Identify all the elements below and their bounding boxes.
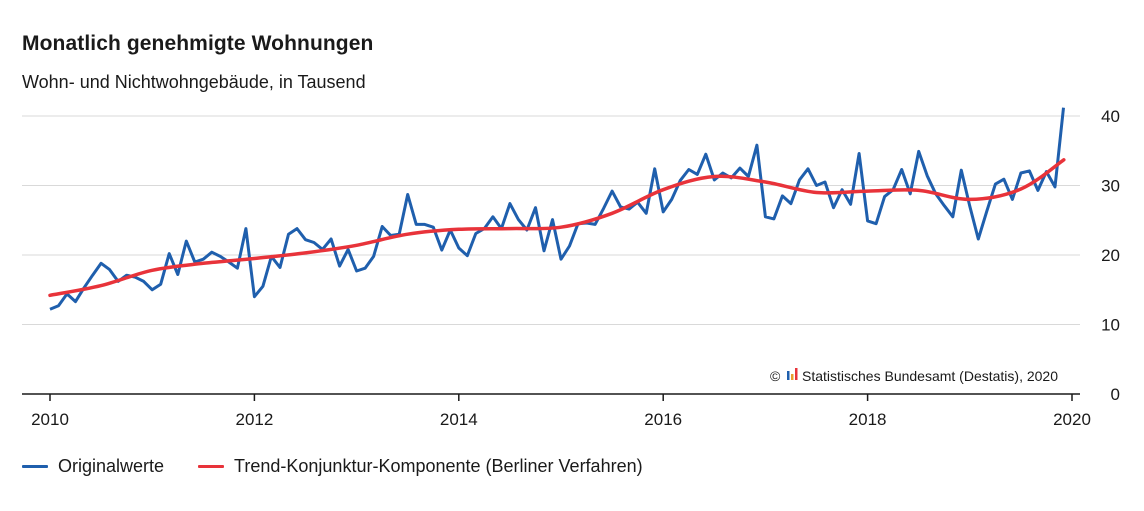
series-line-originalwerte [49, 107, 1065, 311]
x-tick-label: 2012 [235, 410, 273, 429]
credit: © Statistisches Bundesamt (Destatis), 20… [770, 368, 1058, 384]
copyright-symbol: © [770, 368, 781, 384]
y-axis-ticks: 0 10 20 30 40 [1101, 107, 1120, 404]
legend-item-trend: Trend-Konjunktur-Komponente (Berliner Ve… [198, 456, 643, 477]
legend-item-originalwerte: Originalwerte [22, 456, 164, 477]
series-line-trend [48, 158, 1066, 298]
destatis-logo-icon [787, 368, 798, 380]
chart-title: Monatlich genehmigte Wohnungen [22, 32, 374, 55]
y-tick-label: 20 [1101, 246, 1120, 265]
y-tick-label: 10 [1101, 316, 1120, 335]
y-tick-label: 40 [1101, 107, 1120, 126]
legend-swatch-originalwerte [22, 465, 48, 468]
legend-label-trend: Trend-Konjunktur-Komponente (Berliner Ve… [234, 456, 643, 476]
series-lines [48, 107, 1066, 311]
x-tick-label: 2018 [849, 410, 887, 429]
legend-swatch-trend [198, 465, 225, 468]
y-tick-label: 30 [1101, 177, 1120, 196]
y-tick-label: 0 [1111, 385, 1120, 404]
x-axis-ticks: 2010 2012 2014 2016 2018 2020 [31, 394, 1091, 429]
chart-subtitle: Wohn- und Nichtwohngebäude, in Tausend [22, 72, 366, 92]
x-tick-label: 2010 [31, 410, 69, 429]
credit-text: Statistisches Bundesamt (Destatis), 2020 [802, 368, 1058, 384]
legend-label-originalwerte: Originalwerte [58, 456, 165, 476]
legend: Originalwerte Trend-Konjunktur-Komponent… [22, 456, 677, 477]
x-tick-label: 2014 [440, 410, 478, 429]
x-tick-label: 2020 [1053, 410, 1091, 429]
grid-lines [22, 115, 1080, 395]
x-tick-label: 2016 [644, 410, 682, 429]
